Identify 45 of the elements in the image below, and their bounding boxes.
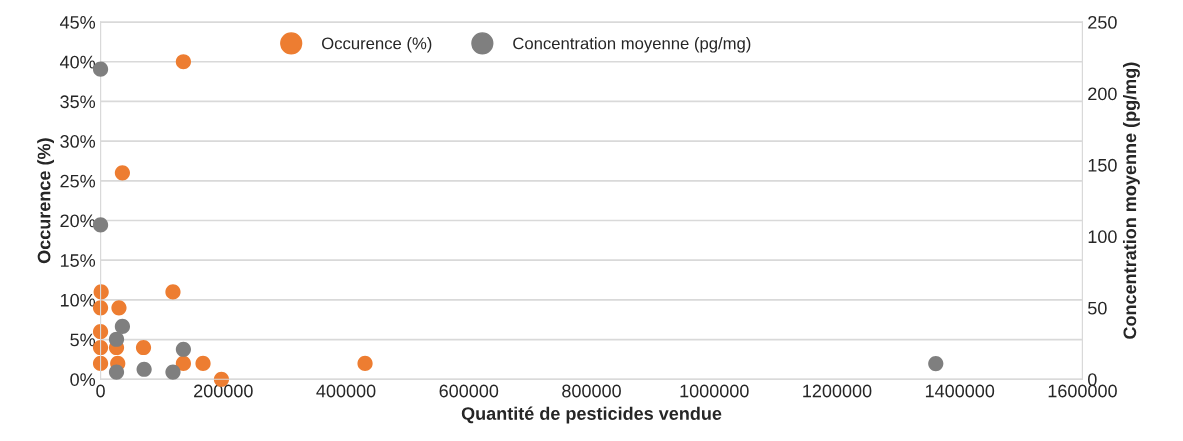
x-tick-label: 1600000 (1048, 384, 1117, 398)
point (175, 341, 192, 357)
y-tick-label: 15% (60, 254, 96, 267)
point (357, 355, 373, 371)
y-tick-label: 40% (59, 55, 96, 69)
x-tick-label: 200000 (194, 384, 253, 398)
point (165, 364, 181, 380)
y-tick-label: 0% (70, 373, 96, 386)
y-axis-title: Occurence (%) (37, 138, 54, 264)
point (136, 361, 152, 377)
x-tick-label: 1000000 (680, 384, 749, 398)
y-tick-label: 20% (60, 214, 96, 228)
x-axis-title: Quantité de pesticides vendue (461, 406, 722, 424)
x-tick-label: 800000 (562, 384, 621, 398)
y-tick-label: 45% (59, 16, 96, 29)
y-tick-label: 25% (60, 174, 96, 188)
y2-tick-label: 100 (1088, 230, 1117, 244)
point (175, 54, 192, 70)
point (165, 284, 181, 300)
y2-tick-label: 150 (1088, 158, 1117, 172)
x-tick-label: 1200000 (803, 384, 872, 398)
point (114, 318, 131, 334)
y2-tick-label: 250 (1088, 15, 1117, 29)
legend-label: Concentration moyenne (pg/mg) (513, 37, 751, 53)
point (92, 355, 109, 371)
y2-tick-label: 50 (1088, 301, 1107, 315)
point (175, 355, 192, 371)
y-tick-label: 30% (60, 135, 96, 148)
point (108, 331, 125, 347)
point (195, 355, 211, 371)
y2-tick-label: 200 (1088, 87, 1117, 101)
x-tick-label: 0 (96, 384, 105, 398)
y-tick-label: 5% (70, 333, 96, 347)
point (928, 355, 944, 372)
x-tick-label: 600000 (439, 384, 499, 398)
point (108, 364, 125, 380)
y-tick-label: 10% (60, 293, 96, 307)
legend-label: Occurence (%) (322, 37, 432, 53)
point (114, 165, 131, 181)
point (135, 339, 152, 356)
x-tick-label: 1400000 (925, 384, 995, 398)
point (111, 300, 127, 316)
x-tick-label: 400000 (316, 384, 376, 398)
y2-axis-title: Concentration moyenne (pg/mg) (1122, 62, 1140, 339)
y-tick-label: 35% (60, 95, 96, 109)
